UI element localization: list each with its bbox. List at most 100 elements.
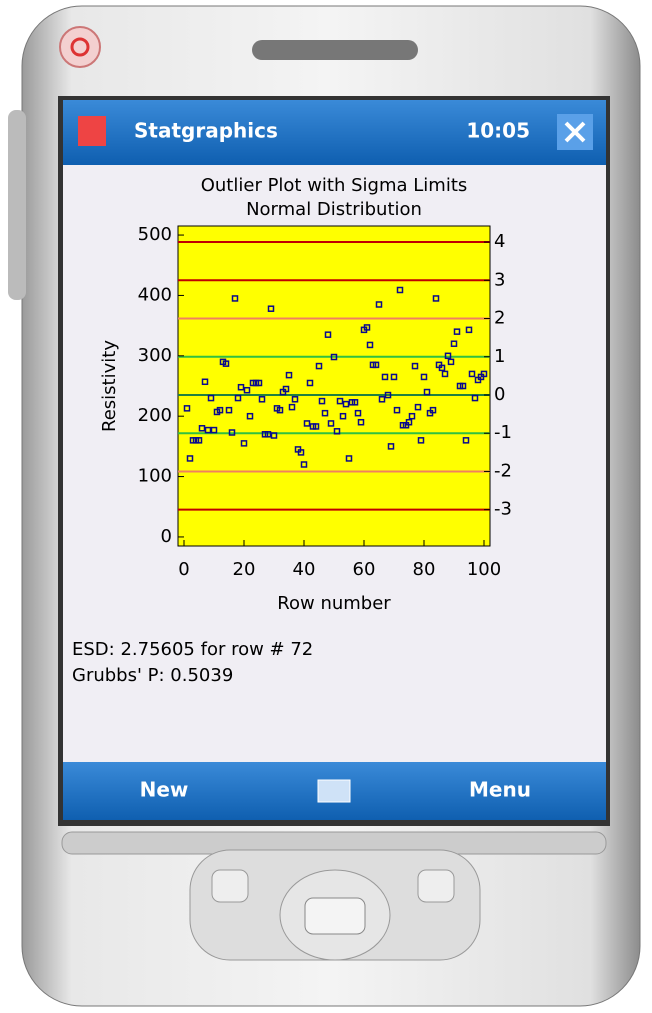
point bbox=[237, 383, 245, 391]
point bbox=[408, 412, 416, 420]
point bbox=[378, 396, 386, 403]
point bbox=[243, 386, 251, 394]
hardware-button[interactable] bbox=[211, 869, 249, 903]
plot-area bbox=[177, 225, 491, 547]
side-button bbox=[8, 110, 26, 300]
point bbox=[198, 425, 206, 432]
x-tick-label: 20 bbox=[233, 559, 256, 580]
point bbox=[420, 373, 428, 381]
point bbox=[216, 406, 224, 414]
point bbox=[432, 295, 440, 302]
x-tick-label: 0 bbox=[178, 559, 189, 580]
y2-tick-label: 4 bbox=[494, 231, 505, 252]
point bbox=[288, 403, 296, 411]
point bbox=[285, 371, 293, 379]
chart: Outlier Plot with Sigma Limits Normal Di… bbox=[99, 175, 512, 614]
point bbox=[450, 340, 458, 347]
point bbox=[447, 358, 455, 366]
point bbox=[441, 370, 449, 378]
title-bar bbox=[63, 100, 606, 165]
point bbox=[387, 443, 395, 450]
power-button[interactable] bbox=[59, 26, 101, 68]
x-tick-label: 60 bbox=[353, 559, 376, 580]
y2-tick-label: -1 bbox=[494, 422, 512, 443]
point bbox=[363, 324, 371, 331]
point bbox=[228, 429, 236, 436]
chart-subtitle: Normal Distribution bbox=[246, 199, 422, 220]
point bbox=[345, 455, 353, 462]
y-tick-label: 300 bbox=[138, 345, 172, 366]
point bbox=[195, 437, 203, 444]
app-title: Statgraphics bbox=[134, 119, 278, 143]
point bbox=[300, 461, 308, 468]
point bbox=[480, 370, 488, 378]
softkey-left[interactable]: New bbox=[140, 778, 189, 802]
point bbox=[354, 409, 362, 417]
point bbox=[372, 361, 380, 369]
point bbox=[267, 305, 275, 312]
point bbox=[390, 373, 398, 381]
point bbox=[225, 406, 233, 414]
x-tick-label: 40 bbox=[293, 559, 316, 580]
result-text: Grubbs' P: 0.5039 bbox=[72, 665, 233, 686]
y-axis-label: Resistivity bbox=[99, 340, 120, 432]
x-tick-label: 80 bbox=[413, 559, 436, 580]
keyboard-icon[interactable] bbox=[317, 779, 351, 803]
result-text: ESD: 2.75605 for row # 72 bbox=[72, 639, 313, 660]
y-tick-label: 100 bbox=[138, 466, 172, 487]
y2-tick-label: 1 bbox=[494, 346, 505, 367]
point bbox=[405, 418, 413, 426]
clock: 10:05 bbox=[466, 119, 530, 143]
point bbox=[315, 362, 323, 370]
point bbox=[312, 423, 320, 430]
point bbox=[201, 378, 209, 386]
point bbox=[318, 397, 326, 405]
point bbox=[375, 301, 383, 308]
point bbox=[303, 420, 311, 427]
point bbox=[414, 403, 422, 411]
point bbox=[444, 352, 452, 360]
point bbox=[291, 396, 299, 403]
point bbox=[465, 326, 473, 334]
point bbox=[321, 409, 329, 417]
start-button[interactable] bbox=[78, 116, 106, 146]
close-icon bbox=[564, 121, 586, 143]
hardware-button[interactable] bbox=[417, 869, 455, 903]
point bbox=[384, 391, 392, 399]
x-tick-label: 100 bbox=[467, 559, 501, 580]
point bbox=[417, 437, 425, 444]
point bbox=[471, 394, 479, 402]
point bbox=[342, 400, 350, 408]
point bbox=[207, 394, 215, 402]
point bbox=[411, 362, 419, 370]
point bbox=[327, 420, 335, 427]
point bbox=[234, 394, 242, 402]
point bbox=[183, 405, 191, 412]
point bbox=[306, 379, 314, 387]
point bbox=[357, 418, 365, 426]
point bbox=[393, 406, 401, 414]
point bbox=[468, 370, 476, 378]
point bbox=[429, 406, 437, 414]
point bbox=[438, 364, 446, 372]
point bbox=[351, 399, 359, 406]
point bbox=[270, 432, 278, 439]
point bbox=[264, 431, 272, 438]
point bbox=[246, 412, 254, 420]
point bbox=[186, 455, 194, 462]
point bbox=[258, 396, 266, 403]
point bbox=[381, 373, 389, 381]
chart-title: Outlier Plot with Sigma Limits bbox=[201, 175, 468, 196]
point bbox=[255, 379, 263, 387]
softkey-right[interactable]: Menu bbox=[469, 778, 531, 802]
point bbox=[366, 341, 374, 349]
point bbox=[333, 428, 341, 435]
point bbox=[459, 382, 467, 390]
point bbox=[204, 426, 212, 434]
action-button[interactable] bbox=[304, 897, 366, 935]
y2-tick-label: -2 bbox=[494, 460, 512, 481]
y-tick-label: 200 bbox=[138, 405, 172, 426]
point bbox=[240, 440, 248, 447]
y-tick-label: 400 bbox=[138, 284, 172, 305]
